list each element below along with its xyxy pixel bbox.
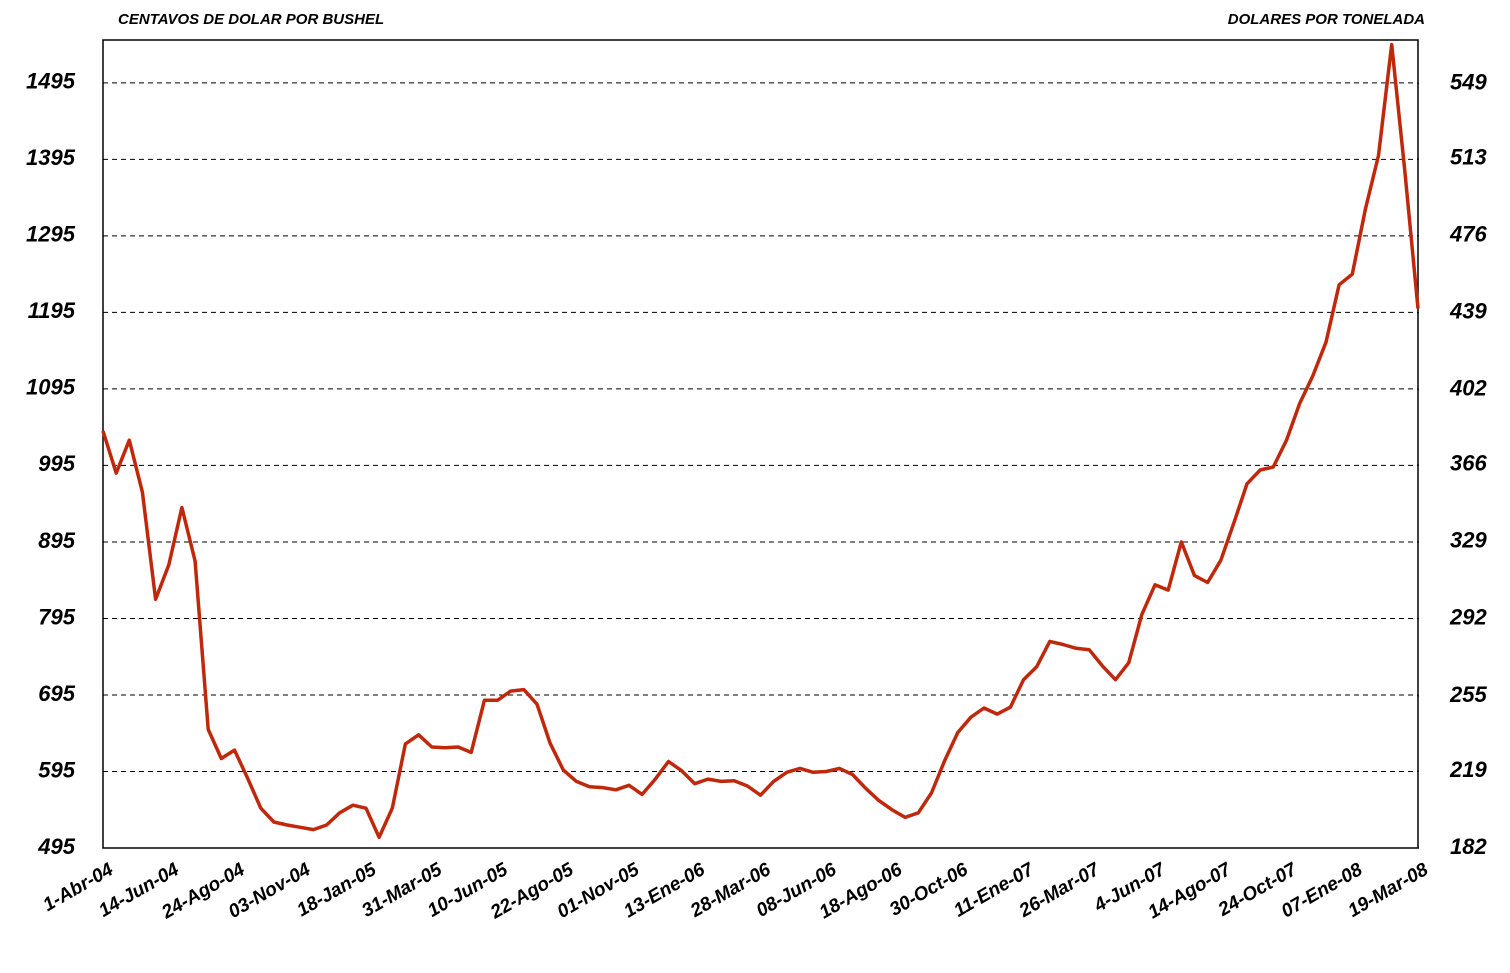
line <box>101 42 1420 840</box>
y2-tick-label: 329 <box>1450 528 1487 553</box>
y2-tick-label: 439 <box>1449 299 1487 324</box>
y-tick-label: 595 <box>38 757 75 782</box>
y-tick-label: 1395 <box>26 145 76 170</box>
y-tick-label: 1095 <box>26 375 76 400</box>
y2-tick-label: 292 <box>1449 605 1487 630</box>
y2-tick-label: 219 <box>1449 757 1487 782</box>
y-tick-label: 1295 <box>26 222 76 247</box>
y-tick-label: 895 <box>38 528 75 553</box>
y-tick-label: 695 <box>38 681 75 706</box>
y2-tick-label: 402 <box>1449 376 1487 401</box>
y2-tick-label: 476 <box>1449 222 1487 247</box>
y2-tick-label: 549 <box>1450 70 1487 95</box>
y2-tick-label: 182 <box>1450 834 1487 859</box>
y2-tick-label: 513 <box>1450 145 1487 170</box>
y2-tick-label: 255 <box>1449 682 1487 707</box>
y2-tick-label: 366 <box>1450 451 1487 476</box>
y-axis-label: CENTAVOS DE DOLAR POR BUSHEL <box>118 11 384 28</box>
y2-axis-label: DOLARES POR TONELADA <box>1228 11 1425 28</box>
y-tick-label: 795 <box>38 604 75 629</box>
plot-frame <box>102 39 1419 849</box>
y-tick-label: 995 <box>38 451 75 476</box>
y-tick-label: 1195 <box>28 298 76 323</box>
y-tick-label: 1495 <box>26 69 76 94</box>
y-tick-label: 495 <box>37 834 75 859</box>
